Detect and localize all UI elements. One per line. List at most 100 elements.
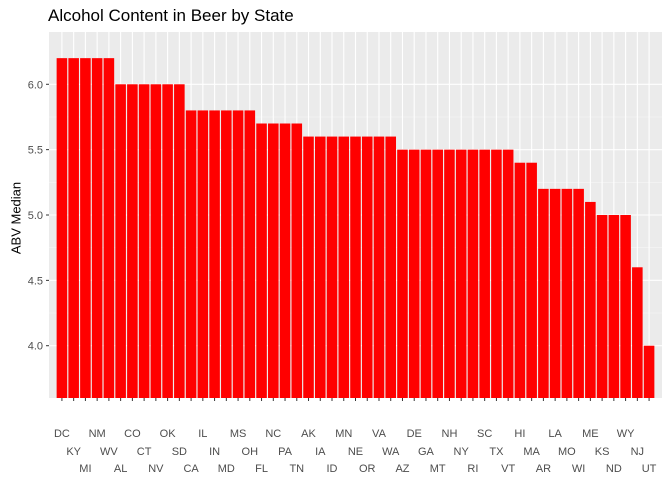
bar-WV	[103, 58, 115, 399]
x-tick-label: WV	[100, 446, 118, 458]
y-tick-label: 6.0	[28, 79, 43, 91]
x-tick-label: DC	[54, 428, 70, 440]
bar-NY	[455, 149, 467, 398]
bar-MA	[526, 162, 537, 398]
x-tick-label: HI	[514, 428, 525, 440]
x-tick-label: ME	[582, 428, 599, 440]
x-tick-label: LA	[548, 428, 562, 440]
chart-title: Alcohol Content in Beer by State	[48, 6, 294, 25]
x-tick-label: NC	[265, 428, 281, 440]
bar-PA	[279, 123, 291, 398]
bar-LA	[549, 188, 561, 398]
bar-WA	[385, 136, 397, 399]
x-tick-label: OK	[160, 428, 177, 440]
x-tick-label: OR	[359, 463, 376, 475]
bar-WY	[620, 215, 631, 398]
y-axis: 4.0 4.5 5.0 5.5 6.0	[28, 79, 49, 353]
bars	[56, 58, 655, 399]
x-tick-label: KS	[595, 446, 610, 458]
x-tick-label: NE	[348, 446, 363, 458]
bar-MN	[338, 136, 350, 399]
x-tick-label: MN	[335, 428, 352, 440]
bar-OR	[361, 136, 373, 399]
x-tick-label: MA	[523, 446, 540, 458]
x-tick-label: AL	[114, 463, 127, 475]
x-tick-label: IN	[209, 446, 220, 458]
bar-NH	[444, 149, 455, 398]
bar-DE	[408, 149, 420, 398]
bar-NV	[150, 84, 162, 399]
bar-IA	[314, 136, 326, 399]
bar-ID	[326, 136, 338, 399]
bar-NC	[268, 123, 279, 398]
x-tick-label: NM	[89, 428, 106, 440]
bar-CO	[127, 84, 138, 399]
bar-RI	[467, 149, 479, 398]
bar-TN	[291, 123, 303, 398]
x-tick-label: ND	[606, 463, 622, 475]
y-tick-label: 5.5	[28, 145, 43, 157]
bar-SC	[479, 149, 490, 398]
x-tick-label: AK	[301, 428, 316, 440]
bar-OK	[162, 84, 173, 399]
bar-MS	[232, 110, 244, 398]
x-tick-label: MD	[218, 463, 235, 475]
x-tick-label: WA	[382, 446, 400, 458]
bar-OH	[244, 110, 256, 398]
x-tick-label: VT	[501, 463, 515, 475]
x-tick-label: SD	[172, 446, 187, 458]
x-tick-label: MS	[230, 428, 247, 440]
x-tick-label: MI	[79, 463, 91, 475]
x-tick-label: RI	[467, 463, 478, 475]
x-tick-label: IA	[315, 446, 326, 458]
bar-VA	[373, 136, 385, 399]
bar-NE	[350, 136, 361, 399]
bar-AK	[303, 136, 314, 399]
bar-IL	[197, 110, 209, 398]
y-tick-label: 5.0	[28, 210, 43, 222]
bar-AR	[538, 188, 549, 398]
bar-NJ	[632, 267, 643, 398]
bar-MI	[80, 58, 91, 399]
bar-NM	[91, 58, 103, 399]
x-tick-label: CO	[124, 428, 141, 440]
x-tick-label: MT	[430, 463, 446, 475]
y-tick-label: 4.0	[28, 341, 43, 353]
x-tick-label: NV	[148, 463, 164, 475]
bar-TX	[491, 149, 502, 398]
x-tick-label: UT	[642, 463, 657, 475]
x-tick-label: MO	[558, 446, 576, 458]
x-tick-label: TX	[489, 446, 504, 458]
y-tick-label: 4.5	[28, 275, 43, 287]
x-tick-label: SC	[477, 428, 492, 440]
x-tick-label: VA	[372, 428, 387, 440]
bar-GA	[420, 149, 432, 398]
bar-FL	[256, 123, 267, 398]
bar-MO	[561, 188, 573, 398]
x-tick-label: WY	[617, 428, 635, 440]
bar-MT	[432, 149, 443, 398]
x-tick-label: AZ	[395, 463, 409, 475]
bar-DC	[56, 58, 68, 399]
bar-HI	[514, 162, 526, 398]
x-tick-label: ID	[327, 463, 338, 475]
x-tick-label: KY	[66, 446, 81, 458]
bar-CA	[185, 110, 197, 398]
x-tick-label: TN	[289, 463, 304, 475]
x-tick-label: CA	[183, 463, 199, 475]
x-tick-label: NJ	[631, 446, 644, 458]
bar-MD	[221, 110, 232, 398]
x-tick-label: NY	[454, 446, 470, 458]
x-tick-label: FL	[255, 463, 268, 475]
bar-CT	[138, 84, 150, 399]
x-tick-label: AR	[536, 463, 551, 475]
x-tick-label: DE	[407, 428, 422, 440]
x-tick-label: CT	[137, 446, 152, 458]
bar-WI	[573, 188, 584, 398]
x-tick-label: OH	[242, 446, 259, 458]
bar-UT	[643, 345, 655, 398]
bar-KS	[596, 215, 608, 398]
bar-AZ	[397, 149, 408, 398]
x-tick-label: IL	[198, 428, 207, 440]
